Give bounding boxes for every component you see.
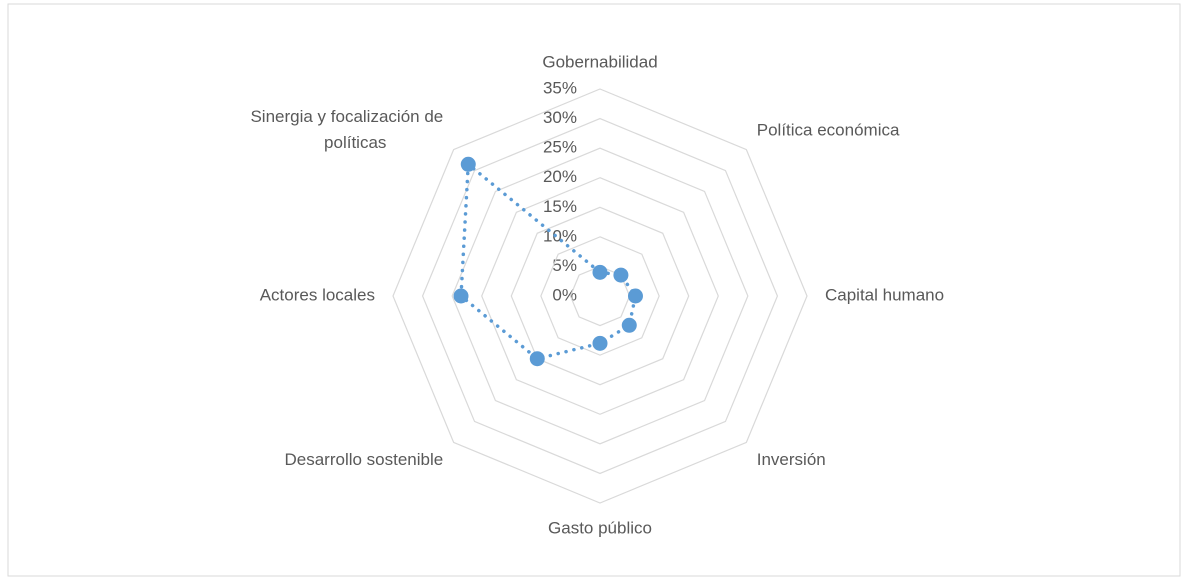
grid-ring — [569, 265, 631, 327]
grid-ring — [540, 236, 660, 356]
category-label: Política económica — [757, 121, 900, 140]
chart-border — [7, 3, 1181, 577]
y-tick-label: 5% — [552, 256, 577, 275]
grid-ring — [451, 147, 749, 445]
y-tick-label: 30% — [543, 108, 577, 127]
y-tick-label: 20% — [543, 167, 577, 186]
data-point — [627, 288, 643, 304]
category-label: Sinergia y focalización de políticas — [250, 108, 443, 153]
y-tick-label: 15% — [543, 197, 577, 216]
data-point — [592, 264, 608, 280]
category-label: Desarrollo sostenible — [284, 450, 443, 469]
category-label: Gasto público — [548, 518, 652, 537]
category-label: Inversión — [757, 450, 826, 469]
y-tick-label: 25% — [543, 138, 577, 157]
y-tick-label: 10% — [543, 226, 577, 245]
y-tick-label: 0% — [552, 285, 577, 304]
data-point — [453, 288, 469, 304]
data-point — [460, 156, 476, 172]
y-tick-label: 35% — [543, 78, 577, 97]
category-label: Actores locales — [260, 285, 375, 304]
grid-ring — [392, 88, 808, 504]
grid-ring — [510, 206, 690, 386]
category-label: Capital humano — [825, 285, 944, 304]
data-point — [529, 351, 545, 367]
category-label: Gobernabilidad — [542, 52, 657, 71]
data-point — [613, 267, 629, 283]
grid-ring — [421, 117, 779, 475]
data-point — [592, 335, 608, 351]
grid-ring — [481, 177, 719, 415]
data-point — [621, 317, 637, 333]
